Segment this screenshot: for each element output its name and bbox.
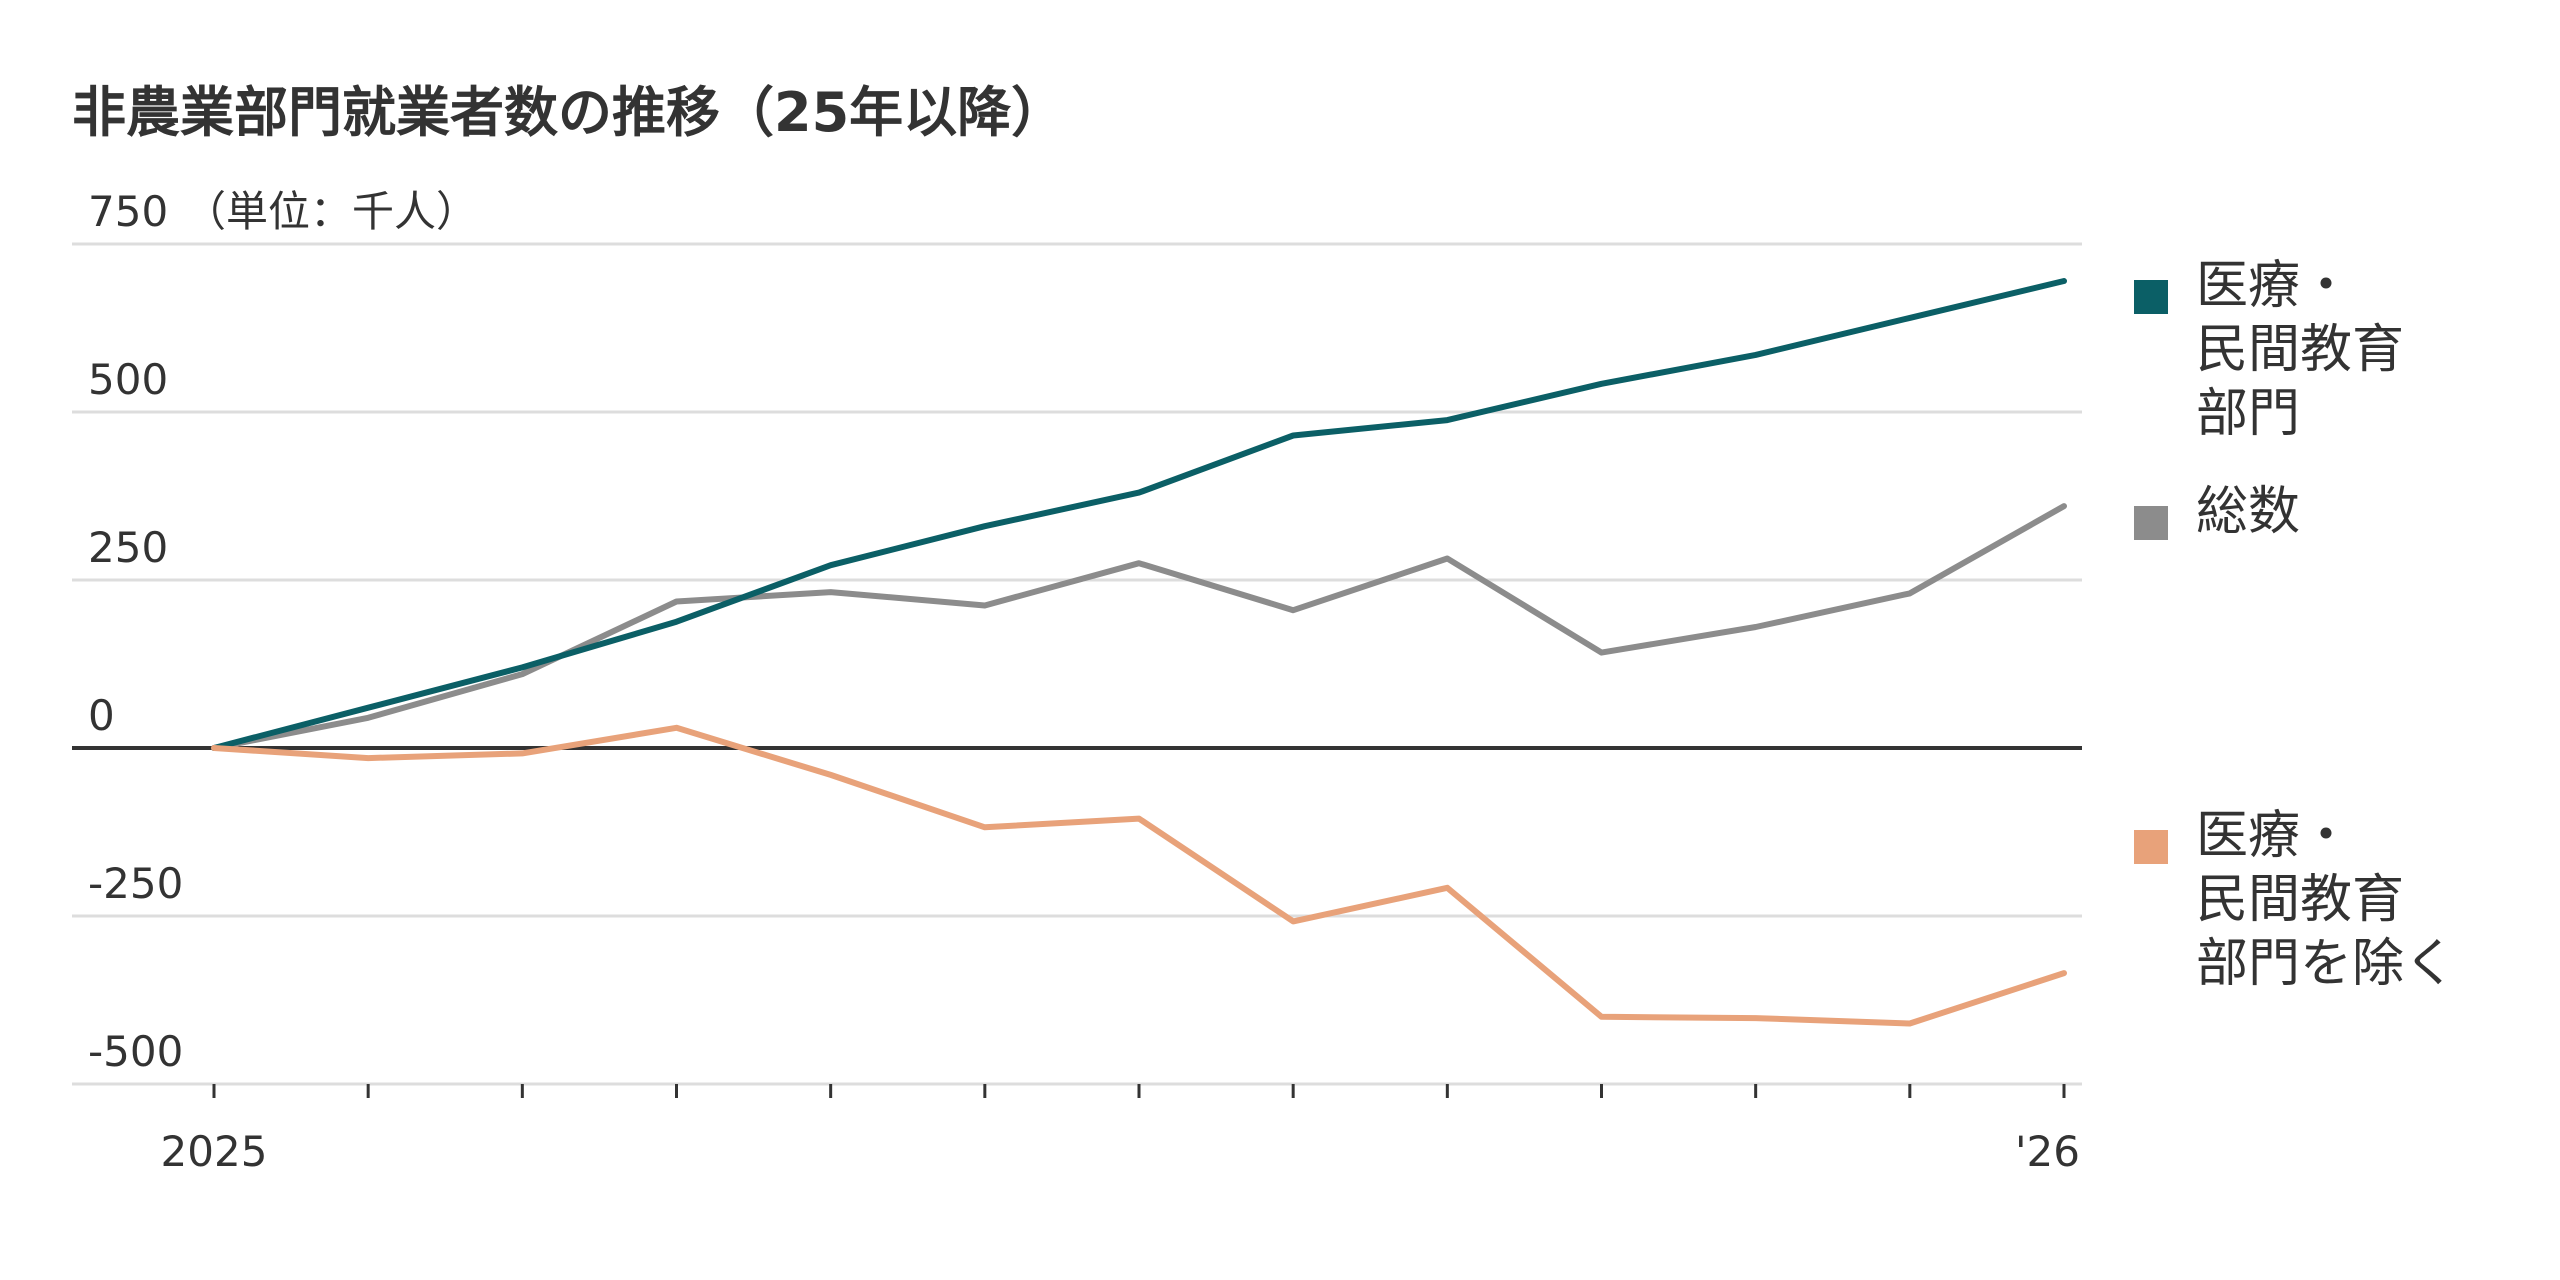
series-line-1 xyxy=(211,503,2067,751)
legend-item-excluding-healthcare-education: 医療・ 民間教育 部門を除く xyxy=(2134,804,2456,996)
axes xyxy=(72,746,2082,1098)
y-tick-label: 250 xyxy=(88,523,168,572)
unit-label: （単位：千人） xyxy=(184,187,478,236)
legend-swatch xyxy=(2134,506,2168,540)
legend-swatch xyxy=(2134,280,2168,314)
legend-label: 総数 xyxy=(2196,482,2301,542)
y-tick-label: -500 xyxy=(88,1027,183,1076)
y-tick-label: 750 xyxy=(88,187,168,236)
chart-title: 非農業部門就業者数の推移（25年以降） xyxy=(72,81,1066,144)
gridlines xyxy=(72,242,2082,1086)
series-lines xyxy=(211,278,2067,1027)
series-line-0 xyxy=(211,278,2067,751)
y-tick-label: 500 xyxy=(88,355,168,404)
axis-labels: -500 -250 0 250 500 750 （単位：千人） 2025 '26 xyxy=(88,187,2080,1176)
y-tick-label: 0 xyxy=(88,691,115,740)
legend-item-healthcare-education: 医療・ 民間教育 部門 xyxy=(2134,254,2404,446)
y-tick-label: -250 xyxy=(88,859,183,908)
legend-label: 医療・ 民間教育 部門を除く xyxy=(2196,806,2457,994)
x-tick-label: 2025 xyxy=(161,1127,268,1176)
series-line-2 xyxy=(211,724,2067,1027)
legend-swatch xyxy=(2134,830,2168,864)
x-tick-label: '26 xyxy=(2015,1127,2080,1176)
legend-label: 医療・ 民間教育 部門 xyxy=(2196,256,2405,444)
legend-item-total: 総数 xyxy=(2134,480,2300,544)
